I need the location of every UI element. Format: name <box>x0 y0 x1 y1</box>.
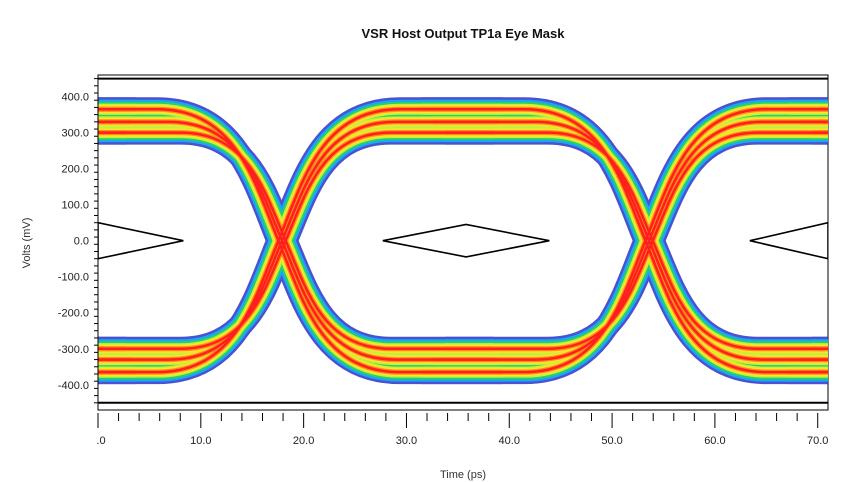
x-axis-label: Time (ps) <box>440 469 486 481</box>
mask-center-diamond <box>382 223 550 258</box>
mask-left-partial <box>98 221 184 260</box>
y-tick-label: 0.0 <box>74 236 89 248</box>
trace-inner-rising <box>98 131 494 351</box>
y-tick-label: -300.0 <box>58 344 89 356</box>
y-tick-label: -200.0 <box>58 308 89 320</box>
mask-right-partial <box>749 221 828 260</box>
y-tick-label: -100.0 <box>58 272 89 284</box>
y-tick-label: 300.0 <box>61 128 89 140</box>
x-tick-label: 10.0 <box>190 435 211 447</box>
axes: 400.0 300.0 200.0 100.0 0.0 -100.0 -200.0 -300.… <box>58 75 828 447</box>
trace-inner-rising <box>445 131 828 351</box>
x-tick-label: 50.0 <box>601 435 622 447</box>
y-tick-label: -400.0 <box>58 380 89 392</box>
x-tick-label: 30.0 <box>396 435 417 447</box>
trace-outer-rising <box>421 107 828 374</box>
trace-nominal-rising <box>433 120 828 361</box>
x-tick-label: 40.0 <box>499 435 520 447</box>
y-tick-label: 100.0 <box>61 200 89 212</box>
x-tick-label: 60.0 <box>704 435 725 447</box>
x-tick-label: 20.0 <box>293 435 314 447</box>
y-axis-label: Volts (mV) <box>21 218 33 269</box>
y-tick-label: 400.0 <box>61 92 89 104</box>
x-tick-label: .0 <box>96 435 105 447</box>
density-layer-red <box>98 107 828 374</box>
chart-title: VSR Host Output TP1a Eye Mask <box>362 26 566 41</box>
y-tick-label: 200.0 <box>61 164 89 176</box>
eye-mask <box>98 77 828 404</box>
trace-outer-rising <box>98 107 503 374</box>
trace-nominal-rising <box>98 120 498 361</box>
eye-traces <box>98 97 828 385</box>
x-tick-label: 70.0 <box>807 435 828 447</box>
